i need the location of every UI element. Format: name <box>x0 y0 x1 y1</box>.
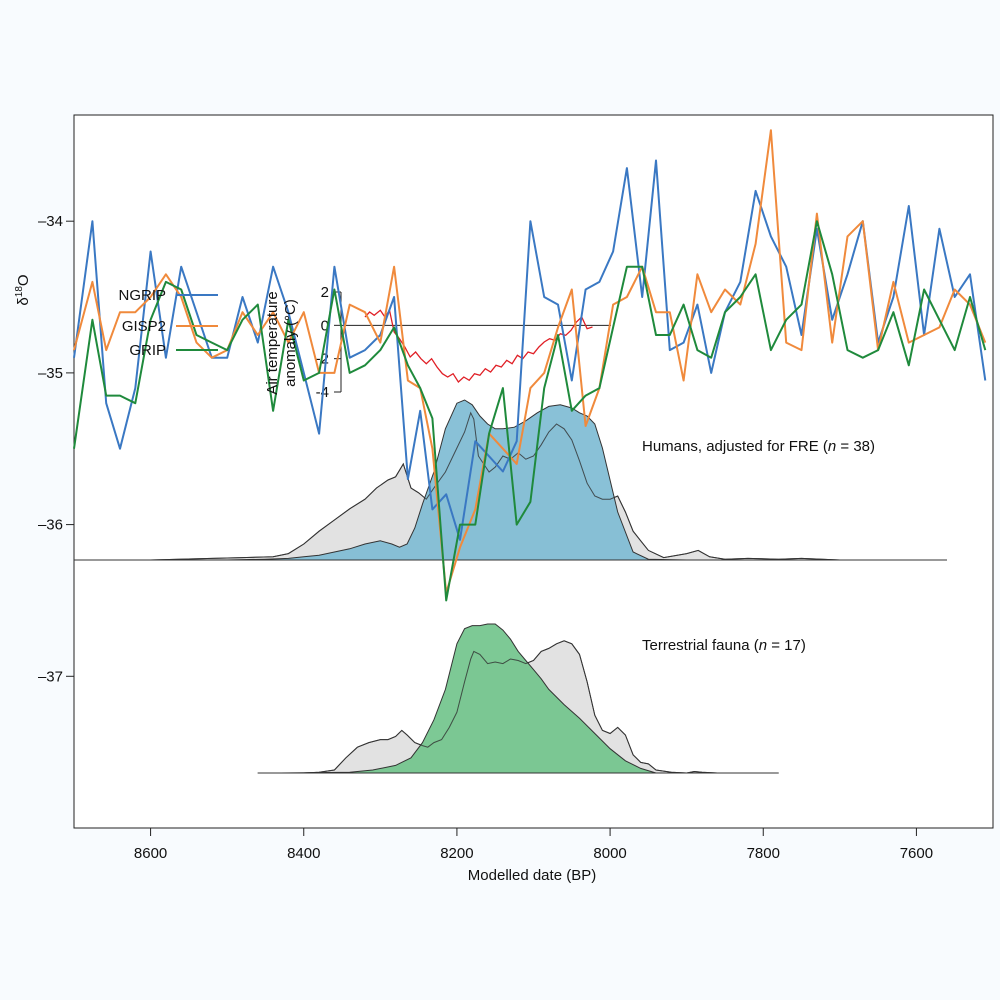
y-axis-title-sup: 18 <box>14 286 25 298</box>
inset-ylabel-line2: anomaly (°C) <box>282 299 299 387</box>
x-tick-label: 8400 <box>287 845 320 862</box>
density-area-1 <box>280 623 657 774</box>
inset-y-tick-label: 0 <box>321 317 329 334</box>
reference-density-outline-1 <box>257 640 779 774</box>
fauna-density-label: Terrestrial fauna (n = 17) <box>642 637 806 654</box>
y-axis-title-prefix: δ <box>15 297 32 305</box>
x-tick-label: 8200 <box>440 845 473 862</box>
legend: NGRIP GISP2 GRIP <box>118 287 218 359</box>
y-tick-label: –34 <box>38 213 63 230</box>
y-tick-label: –36 <box>38 517 63 534</box>
inset-y-tick-label: 2 <box>321 284 329 301</box>
x-tick-label: 7600 <box>900 845 933 862</box>
y-axis-title-suffix: O <box>15 274 32 286</box>
x-tick-label: 7800 <box>747 845 780 862</box>
x-axis-title: Modelled date (BP) <box>468 867 596 884</box>
legend-label-grip: GRIP <box>129 342 166 359</box>
legend-label-ngrip: NGRIP <box>118 287 166 304</box>
density-panels <box>74 399 947 774</box>
series-line-grip <box>73 220 987 602</box>
reference-density-outline-0 <box>74 411 947 561</box>
y-tick-label: –35 <box>38 365 63 382</box>
series-line-gisp2 <box>73 129 987 594</box>
density-area-0 <box>120 399 702 561</box>
inset-y-axis-title: Air temperatureanomaly (°C) <box>264 291 299 394</box>
y-tick-label: –37 <box>38 668 63 685</box>
humans-density-label: Humans, adjusted for FRE (n = 38) <box>642 438 875 455</box>
axes: 8600 8400 8200 8000 7800 7600 –34 –35 –36 –37 <box>38 213 933 862</box>
isotope-series <box>73 129 987 602</box>
x-tick-label: 8000 <box>593 845 626 862</box>
inset-ylabel-line1: Air temperature <box>264 291 281 394</box>
y-axis-title: δ18O <box>14 274 32 305</box>
x-tick-label: 8600 <box>134 845 167 862</box>
legend-label-gisp2: GISP2 <box>122 318 166 335</box>
